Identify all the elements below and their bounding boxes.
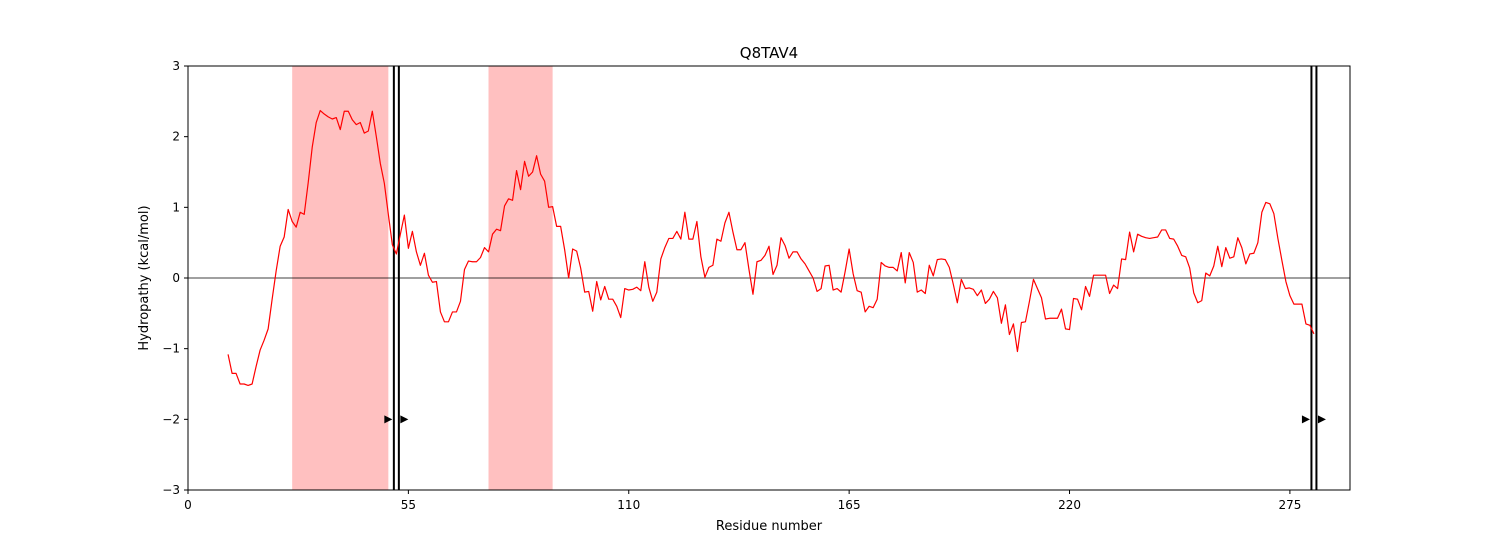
x-tick-label: 165	[838, 498, 861, 512]
y-tick-label: 1	[172, 200, 180, 214]
arrow-marker	[1317, 415, 1326, 424]
y-tick-label: −1	[162, 342, 180, 356]
boundary-markers	[384, 66, 1326, 490]
hydropathy-line	[227, 109, 1315, 387]
hydropathy-series	[227, 109, 1315, 387]
boundary-marker-2	[1301, 66, 1326, 490]
boundary-marker-1	[384, 66, 409, 490]
x-tick-label: 55	[401, 498, 416, 512]
x-tick-label: 275	[1278, 498, 1301, 512]
arrow-marker	[400, 415, 409, 424]
y-tick-label: 2	[172, 130, 180, 144]
y-tick-label: 0	[172, 271, 180, 285]
y-tick-label: −3	[162, 483, 180, 497]
x-tick-label: 110	[617, 498, 640, 512]
y-axis-ticks: −3 −2 −1 0 1 2 3	[162, 59, 188, 497]
y-tick-label: −2	[162, 412, 180, 426]
arrow-marker	[384, 415, 393, 424]
y-tick-label: 3	[172, 59, 180, 73]
x-tick-label: 0	[184, 498, 192, 512]
x-axis-ticks: 0 55 110 165 220 275	[184, 490, 1301, 512]
arrow-marker	[1301, 415, 1310, 424]
y-axis-label: Hydropathy (kcal/mol)	[137, 205, 152, 350]
x-tick-label: 220	[1058, 498, 1081, 512]
chart-title: Q8TAV4	[740, 44, 798, 62]
x-axis-label: Residue number	[716, 519, 823, 534]
